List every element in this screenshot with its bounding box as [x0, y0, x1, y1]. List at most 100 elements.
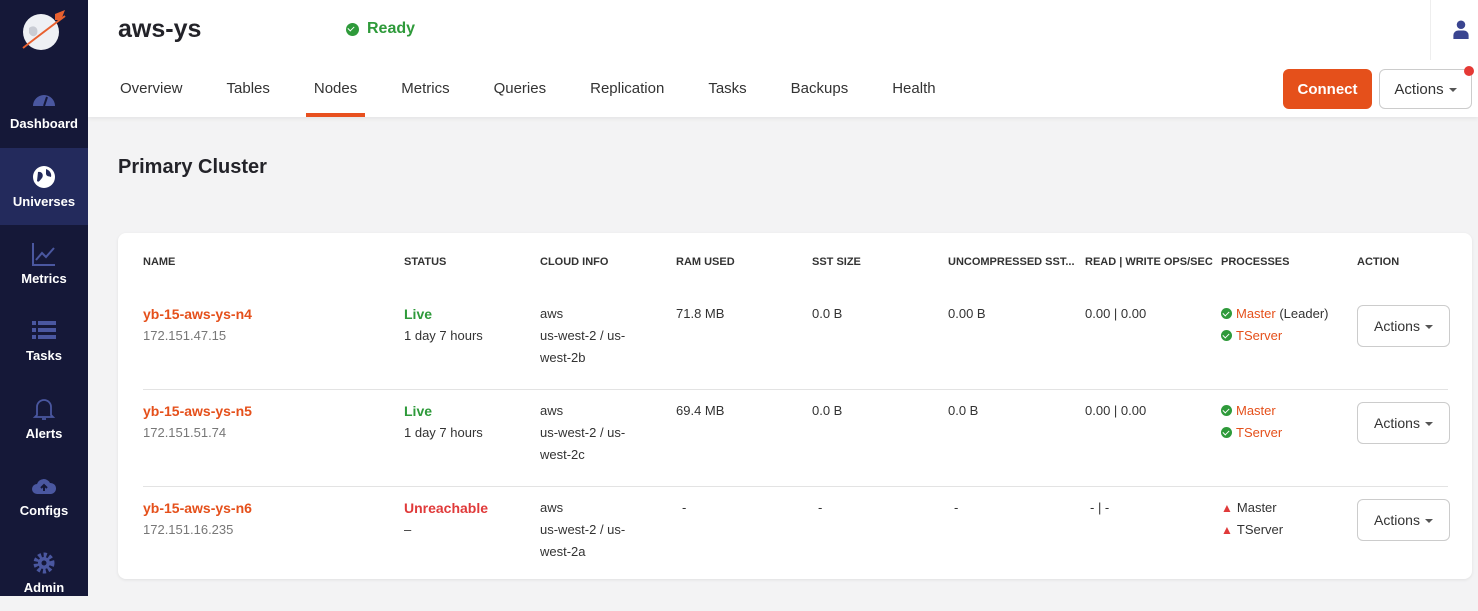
- tab-tables[interactable]: Tables: [226, 80, 270, 97]
- column-header: RAM USED: [676, 256, 735, 268]
- check-circle-icon: [1221, 427, 1232, 438]
- cloud-provider: aws: [540, 306, 564, 321]
- node-uptime: 1 day 7 hours: [404, 425, 483, 440]
- ram-used: 71.8 MB: [676, 306, 725, 321]
- logo-icon[interactable]: [19, 10, 69, 54]
- table-row: yb-15-aws-ys-n6 172.151.16.235 Unreachabl…: [143, 487, 1450, 584]
- table-row: yb-15-aws-ys-n4 172.151.47.15 Live 1 day 7…: [143, 293, 1450, 390]
- table-row: yb-15-aws-ys-n5 172.151.51.74 Live 1 day 7…: [143, 390, 1450, 487]
- check-circle-icon: [1221, 308, 1232, 319]
- read-write-ops: 0.00 | 0.00: [1085, 403, 1147, 418]
- node-actions-button[interactable]: Actions: [1357, 402, 1450, 444]
- process-tserver-link: TServer: [1236, 522, 1284, 537]
- nodes-table: NAME STATUS CLOUD INFO RAM USED SST SIZE…: [118, 233, 1472, 579]
- universe-actions-button[interactable]: Actions: [1379, 69, 1472, 109]
- user-icon: [1453, 20, 1469, 39]
- sidebar-item-configs[interactable]: Configs: [0, 457, 88, 534]
- tab-metrics[interactable]: Metrics: [401, 80, 450, 97]
- connect-button[interactable]: Connect: [1283, 69, 1372, 109]
- user-menu[interactable]: [1430, 0, 1478, 60]
- caret-down-icon: [1424, 422, 1433, 427]
- caret-down-icon: [1424, 325, 1433, 330]
- tab-health[interactable]: Health: [892, 80, 936, 97]
- cloud-zone: west-2a: [540, 544, 586, 559]
- node-name-link[interactable]: yb-15-aws-ys-n6: [143, 500, 252, 516]
- column-header: SST SIZE: [812, 256, 861, 268]
- node-uptime: –: [404, 522, 412, 537]
- status-badge: Ready: [346, 20, 415, 38]
- tab-overview[interactable]: Overview: [120, 80, 183, 97]
- check-circle-icon: [1221, 330, 1232, 341]
- sst-size: -: [818, 500, 823, 515]
- process-master-link[interactable]: Master: [1236, 306, 1276, 321]
- sst-size: 0.0 B: [812, 306, 843, 321]
- sidebar-item-dashboard[interactable]: Dashboard: [0, 70, 88, 147]
- cloud-region: us-west-2 / us-: [540, 522, 626, 537]
- tab-replication[interactable]: Replication: [590, 80, 665, 97]
- ram-used: -: [682, 500, 687, 515]
- leader-label: (Leader): [1275, 306, 1329, 321]
- cloud-provider: aws: [540, 500, 564, 515]
- chart-icon: [32, 243, 55, 266]
- uncompressed-sst-size: 0.00 B: [948, 306, 986, 321]
- column-header: CLOUD INFO: [540, 256, 609, 268]
- sidebar-item-universes[interactable]: Universes: [0, 148, 88, 225]
- process-master-link: Master: [1236, 500, 1277, 515]
- sidebar-item-alerts[interactable]: Alerts: [0, 380, 88, 457]
- cloud-zone: west-2b: [540, 350, 586, 365]
- sidebar: Dashboard Universes Metrics Tasks Alerts…: [0, 0, 88, 596]
- sidebar-item-admin[interactable]: Admin: [0, 534, 88, 611]
- node-ip: 172.151.16.235: [143, 522, 234, 537]
- check-circle-icon: [346, 22, 359, 36]
- read-write-ops: - | -: [1090, 500, 1110, 515]
- process-tserver-link[interactable]: TServer: [1236, 328, 1283, 343]
- node-ip: 172.151.51.74: [143, 425, 227, 440]
- column-header: ACTION: [1357, 256, 1400, 268]
- node-uptime: 1 day 7 hours: [404, 328, 483, 343]
- dashboard-icon: [33, 95, 55, 107]
- sst-size: 0.0 B: [812, 403, 843, 418]
- process-tserver-link[interactable]: TServer: [1236, 425, 1283, 440]
- cloud-provider: aws: [540, 403, 564, 418]
- uncompressed-sst-size: 0.0 B: [948, 403, 979, 418]
- tab-queries[interactable]: Queries: [493, 80, 547, 97]
- node-status: Live: [404, 306, 433, 322]
- node-ip: 172.151.47.15: [143, 328, 227, 343]
- sidebar-item-metrics[interactable]: Metrics: [0, 225, 88, 302]
- process-master-link[interactable]: Master: [1236, 403, 1276, 418]
- node-status: Unreachable: [404, 500, 489, 516]
- section-title: Primary Cluster: [118, 156, 267, 178]
- list-icon: [32, 321, 56, 339]
- universe-title: aws-ys: [118, 15, 202, 43]
- notification-dot: [1464, 66, 1474, 76]
- uncompressed-sst-size: -: [954, 500, 959, 515]
- sidebar-item-tasks[interactable]: Tasks: [0, 302, 88, 379]
- tab-backups[interactable]: Backups: [790, 80, 849, 97]
- node-actions-button[interactable]: Actions: [1357, 499, 1450, 541]
- tab-nodes[interactable]: Nodes: [305, 80, 366, 117]
- column-header: NAME: [143, 256, 176, 268]
- warning-icon: ▲: [1221, 523, 1233, 537]
- caret-down-icon: [1424, 519, 1433, 524]
- cloud-upload-icon: [32, 479, 57, 494]
- warning-icon: ▲: [1221, 501, 1233, 515]
- column-header: STATUS: [404, 256, 447, 268]
- tab-tasks[interactable]: Tasks: [708, 80, 747, 97]
- read-write-ops: 0.00 | 0.00: [1085, 306, 1147, 321]
- node-name-link[interactable]: yb-15-aws-ys-n4: [143, 306, 252, 322]
- column-header: UNCOMPRESSED SST...: [948, 256, 1075, 268]
- cloud-region: us-west-2 / us-: [540, 328, 626, 343]
- gear-icon: [33, 552, 55, 574]
- node-actions-button[interactable]: Actions: [1357, 305, 1450, 347]
- column-header: PROCESSES: [1221, 256, 1290, 268]
- cloud-zone: west-2c: [540, 447, 585, 462]
- ram-used: 69.4 MB: [676, 403, 725, 418]
- cloud-region: us-west-2 / us-: [540, 425, 626, 440]
- column-header: READ | WRITE OPS/SEC: [1085, 256, 1213, 268]
- header: aws-ys Ready Overview Tables Nodes Metri…: [88, 0, 1478, 117]
- caret-down-icon: [1448, 87, 1457, 92]
- check-circle-icon: [1221, 405, 1232, 416]
- bell-icon: [32, 399, 56, 420]
- node-status: Live: [404, 403, 433, 419]
- node-name-link[interactable]: yb-15-aws-ys-n5: [143, 403, 252, 419]
